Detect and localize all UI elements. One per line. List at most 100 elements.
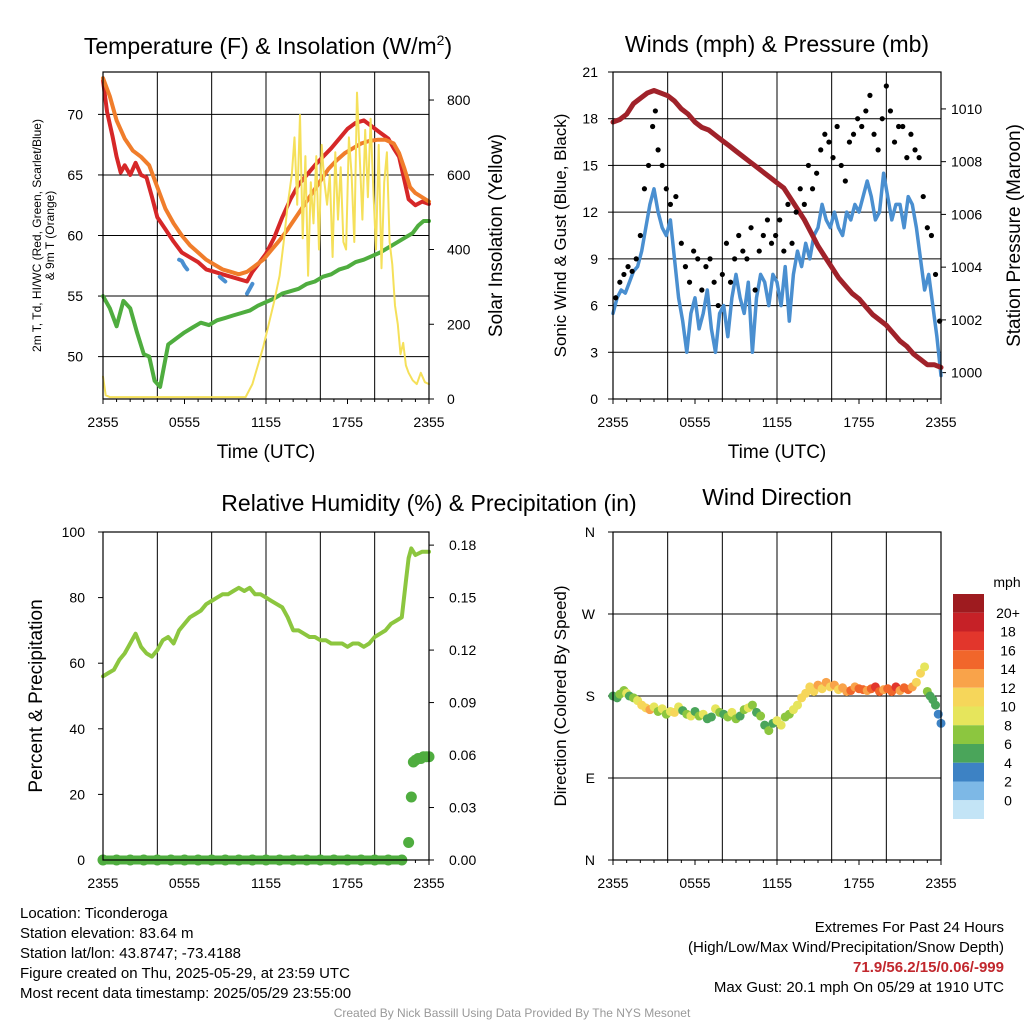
y2-axis-label: Solar Insolation (Yellow)	[486, 134, 507, 337]
x-tick-label: 1755	[843, 414, 874, 430]
gust-point	[682, 264, 689, 270]
y-tick-label: 6	[590, 298, 598, 314]
chart-title-end: )	[444, 33, 452, 59]
gust-point	[789, 240, 795, 246]
temperature-series-line	[177, 257, 190, 272]
x-axis-label: Time (UTC)	[217, 442, 316, 463]
y-tick-label: 0	[590, 391, 598, 407]
chart-title: Relative Humidity (%) & Precipitation (i…	[221, 490, 636, 516]
colorbar-swatch	[953, 669, 984, 688]
colorbar-label: 18	[1000, 624, 1016, 640]
station-latlon: Station lat/lon: 43.8747; -73.4188	[20, 945, 242, 962]
gust-point	[673, 193, 679, 200]
y2-tick-label: 1002	[951, 312, 982, 328]
gust-point	[695, 256, 701, 262]
y-tick-label: 55	[67, 288, 83, 304]
colorbar-label: 6	[1004, 736, 1012, 752]
gust-point	[830, 155, 836, 161]
colorbar-label: 14	[1000, 661, 1016, 677]
y-axis-label: 2m T, Td, HI/WC (Red, Green, Scarlet/Blu…	[30, 119, 44, 352]
y-tick-label: N	[585, 524, 595, 540]
gust-point	[625, 264, 631, 270]
colorbar-label: 8	[1004, 717, 1012, 733]
gust-point	[814, 170, 820, 176]
temperature-series-line	[101, 76, 431, 277]
gust-point	[793, 209, 799, 215]
gust-point	[659, 162, 665, 169]
colorbar-label: 10	[1000, 699, 1016, 715]
gust-point	[748, 225, 754, 231]
wind-direction-point	[920, 662, 930, 672]
colorbar-label: 0	[1004, 792, 1012, 808]
wind-direction-point	[747, 700, 757, 710]
wind-direction-point	[764, 726, 774, 736]
temperature-series-line	[245, 281, 255, 296]
y-tick-label: 60	[69, 655, 85, 671]
gust-point	[723, 240, 730, 246]
relative-humidity-line	[101, 546, 431, 679]
y2-tick-label: 400	[447, 242, 471, 258]
extremes-values: 71.9/56.2/15/0.06/-999	[853, 959, 1004, 976]
gust-point	[633, 256, 639, 262]
station-info: Location: Ticonderoga Station elevation:…	[20, 904, 351, 1004]
extremes-legend: (High/Low/Max Wind/Precipitation/Snow De…	[688, 939, 1004, 956]
gust-point	[879, 116, 885, 122]
gust-point	[736, 232, 742, 239]
precipitation-point	[405, 791, 417, 803]
y-tick-label: 12	[582, 204, 598, 220]
y-tick-label: 15	[582, 157, 598, 173]
plot-border	[102, 531, 430, 861]
gust-point	[887, 108, 894, 114]
station-location: Location: Ticonderoga	[20, 905, 168, 922]
chart-title-superscript: 2	[437, 32, 445, 48]
y-tick-label: 80	[69, 590, 85, 606]
gust-point	[916, 155, 922, 161]
temperature-series-line	[217, 274, 228, 284]
y2-tick-label: 800	[447, 92, 471, 108]
y2-tick-label: 600	[447, 167, 471, 183]
gust-point	[740, 248, 746, 254]
colorbar-label: 4	[1004, 755, 1012, 771]
wind-direction-point	[735, 711, 745, 721]
gust-point	[768, 240, 775, 246]
y2-tick-label: 1004	[951, 259, 982, 275]
gust-point	[932, 271, 939, 278]
x-tick-label: 0555	[679, 875, 710, 891]
plot-border	[612, 71, 942, 400]
credit-line: Created By Nick Bassill Using Data Provi…	[333, 1006, 691, 1020]
wind-direction-point	[776, 720, 786, 730]
gust-point	[667, 201, 674, 207]
x-tick-label: 0555	[679, 414, 710, 430]
gust-point	[785, 201, 791, 207]
y2-tick-label: 0.03	[449, 800, 476, 816]
max-gust: Max Gust: 20.1 mph On 05/29 at 1910 UTC	[713, 979, 1004, 996]
colorbar-label: 12	[1000, 680, 1016, 696]
gust-point	[904, 155, 910, 161]
y2-tick-label: 1008	[951, 154, 982, 170]
gust-point	[707, 256, 713, 262]
gust-point	[805, 162, 812, 169]
y-tick-label: 3	[590, 344, 598, 360]
temperature-series-line	[101, 219, 431, 389]
gust-point	[663, 186, 669, 192]
wind-direction-point	[817, 684, 827, 694]
gust-point	[809, 186, 816, 192]
y-tick-label: 40	[69, 721, 85, 737]
gust-point	[652, 108, 658, 114]
gust-point	[752, 287, 758, 293]
colorbar-swatch	[953, 687, 984, 707]
gust-point	[686, 279, 693, 285]
gust-point	[715, 302, 721, 309]
colorbar-swatch	[953, 725, 984, 744]
gust-point	[838, 162, 844, 169]
x-tick-label: 2355	[87, 414, 118, 430]
wind-direction-point	[706, 712, 716, 722]
x-tick-label: 1155	[251, 875, 281, 891]
colorbar-swatch	[953, 650, 984, 669]
pressure-line	[610, 88, 944, 370]
recent-timestamp: Most recent data timestamp: 2025/05/29 2…	[20, 985, 352, 1002]
gust-point	[891, 139, 898, 145]
y2-tick-label: 200	[447, 316, 471, 332]
gust-point	[867, 92, 873, 98]
